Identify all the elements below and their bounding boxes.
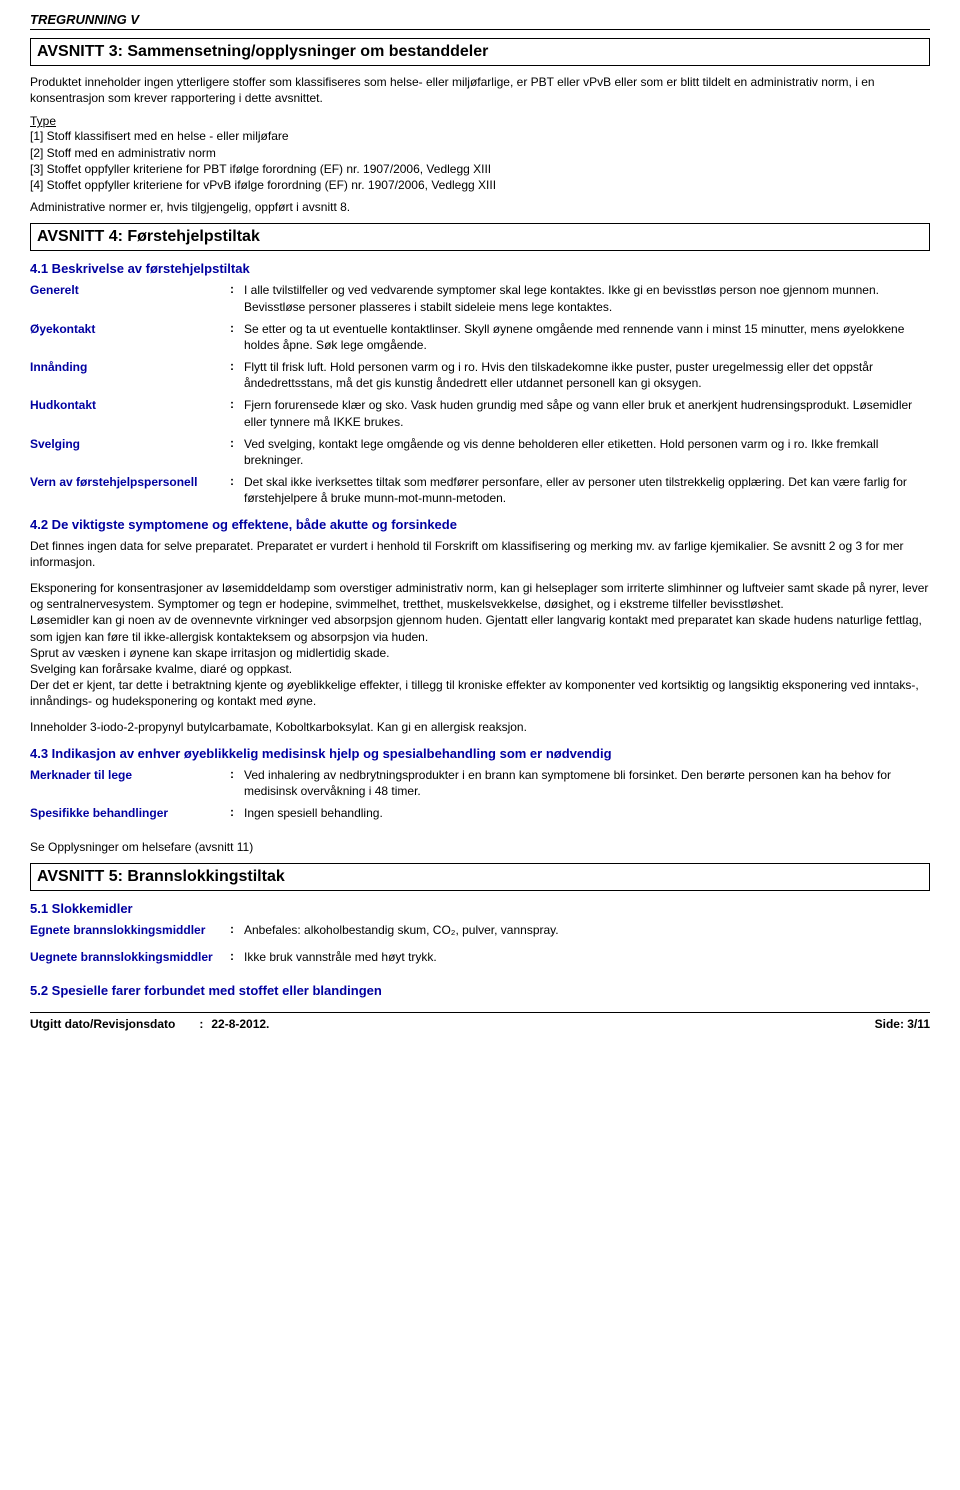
row-value: Anbefales: alkoholbestandig skum, CO₂, p… <box>244 922 930 938</box>
type-line: [3] Stoffet oppfyller kriteriene for PBT… <box>30 161 930 177</box>
first-aid-row: Svelging : Ved svelging, kontakt lege om… <box>30 436 930 468</box>
colon: : <box>230 436 244 468</box>
sub-4-1-title: 4.1 Beskrivelse av førstehjelpstiltak <box>30 261 930 276</box>
row-label: Egnete brannslokkingsmiddler <box>30 922 230 938</box>
footer-page: Side: 3/11 <box>875 1017 930 1031</box>
section-3-intro: Produktet inneholder ingen ytterligere s… <box>30 74 930 106</box>
first-aid-row: Generelt : I alle tvilstilfeller og ved … <box>30 282 930 314</box>
first-aid-row: Innånding : Flytt til frisk luft. Hold p… <box>30 359 930 391</box>
footer-date-label: Utgitt dato/Revisjonsdato <box>30 1017 175 1031</box>
row-value: Ikke bruk vannstråle med høyt trykk. <box>244 949 930 965</box>
row-value: Ved svelging, kontakt lege omgående og v… <box>244 436 930 468</box>
medical-row: Merknader til lege : Ved inhalering av n… <box>30 767 930 799</box>
colon: : <box>230 767 244 799</box>
admin-note: Administrative normer er, hvis tilgjenge… <box>30 199 930 215</box>
row-value: Flytt til frisk luft. Hold personen varm… <box>244 359 930 391</box>
colon: : <box>230 397 244 429</box>
colon: : <box>230 474 244 506</box>
footer: Utgitt dato/Revisjonsdato : 22-8-2012. S… <box>30 1012 930 1031</box>
extinguish-row: Egnete brannslokkingsmiddler : Anbefales… <box>30 922 930 938</box>
row-label: Generelt <box>30 282 230 314</box>
colon: : <box>230 359 244 391</box>
footer-date-value: 22-8-2012. <box>211 1017 269 1031</box>
row-label: Øyekontakt <box>30 321 230 353</box>
row-label: Svelging <box>30 436 230 468</box>
type-label: Type <box>30 114 930 128</box>
row-value: Ved inhalering av nedbrytningsprodukter … <box>244 767 930 799</box>
sub-4-3-title: 4.3 Indikasjon av enhver øyeblikkelig me… <box>30 746 930 761</box>
first-aid-row: Øyekontakt : Se etter og ta ut eventuell… <box>30 321 930 353</box>
row-label: Vern av førstehjelpspersonell <box>30 474 230 506</box>
sub-5-1-title: 5.1 Slokkemidler <box>30 901 930 916</box>
type-line: [4] Stoffet oppfyller kriteriene for vPv… <box>30 177 930 193</box>
row-value: Ingen spesiell behandling. <box>244 805 930 821</box>
colon: : <box>230 321 244 353</box>
section-5-header: AVSNITT 5: Brannslokkingstiltak <box>30 863 930 891</box>
sub-4-2-para2: Eksponering for konsentrasjoner av løsem… <box>30 580 930 710</box>
medical-row: Spesifikke behandlinger : Ingen spesiell… <box>30 805 930 821</box>
extinguish-row: Uegnete brannslokkingsmiddler : Ikke bru… <box>30 949 930 965</box>
first-aid-row: Hudkontakt : Fjern forurensede klær og s… <box>30 397 930 429</box>
first-aid-row: Vern av førstehjelpspersonell : Det skal… <box>30 474 930 506</box>
row-label: Hudkontakt <box>30 397 230 429</box>
row-value: I alle tvilstilfeller og ved vedvarende … <box>244 282 930 314</box>
type-line: [1] Stoff klassifisert med en helse - el… <box>30 128 930 144</box>
product-title: TREGRUNNING V <box>30 12 930 30</box>
sub-4-2-para1: Det finnes ingen data for selve preparat… <box>30 538 930 570</box>
row-value: Det skal ikke iverksettes tiltak som med… <box>244 474 930 506</box>
row-value: Fjern forurensede klær og sko. Vask hude… <box>244 397 930 429</box>
row-value: Se etter og ta ut eventuelle kontaktlins… <box>244 321 930 353</box>
see-info: Se Opplysninger om helsefare (avsnitt 11… <box>30 839 930 855</box>
row-label: Uegnete brannslokkingsmiddler <box>30 949 230 965</box>
row-label: Innånding <box>30 359 230 391</box>
row-label: Spesifikke behandlinger <box>30 805 230 821</box>
row-label: Merknader til lege <box>30 767 230 799</box>
sub-4-2-para3: Inneholder 3-iodo-2-propynyl butylcarbam… <box>30 719 930 735</box>
type-line: [2] Stoff med en administrativ norm <box>30 145 930 161</box>
sub-5-2-title: 5.2 Spesielle farer forbundet med stoffe… <box>30 983 930 998</box>
colon: : <box>230 805 244 821</box>
colon: : <box>199 1017 203 1031</box>
sub-4-2-title: 4.2 De viktigste symptomene og effektene… <box>30 517 930 532</box>
colon: : <box>230 282 244 314</box>
section-3-header: AVSNITT 3: Sammensetning/opplysninger om… <box>30 38 930 66</box>
colon: : <box>230 949 244 965</box>
section-4-header: AVSNITT 4: Førstehjelpstiltak <box>30 223 930 251</box>
colon: : <box>230 922 244 938</box>
type-list: [1] Stoff klassifisert med en helse - el… <box>30 128 930 193</box>
